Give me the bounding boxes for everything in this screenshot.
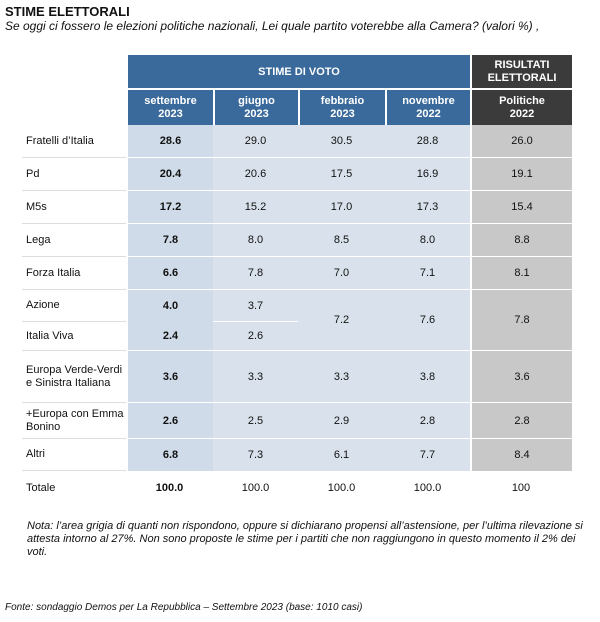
merged-result-cell: 7.8 (470, 290, 572, 351)
result-cell: 3.6 (470, 351, 572, 403)
value-cell: 3.3 (213, 351, 298, 403)
value-cell: 3.6 (126, 351, 213, 403)
value-cell: 29.0 (213, 125, 298, 158)
result-cell: 8.8 (470, 224, 572, 257)
value-cell: 6.6 (126, 257, 213, 290)
value-cell: 7.1 (385, 257, 470, 290)
total-cell: 100 (470, 471, 572, 505)
party-label: M5s (22, 191, 126, 224)
result-cell: 26.0 (470, 125, 572, 158)
total-row: Totale 100.0 100.0 100.0 100.0 100 (22, 471, 572, 505)
table-row: Pd 20.4 20.6 17.5 16.9 19.1 (22, 158, 572, 191)
footnote: Nota: l’area grigia di quanti non rispon… (27, 520, 583, 558)
result-cell: 8.1 (470, 257, 572, 290)
value-cell: 17.2 (126, 191, 213, 224)
table-row: Italia Viva 2.4 2.6 (22, 322, 572, 351)
party-label: Europa Verde-Verdi e Sinistra Italiana (22, 351, 126, 403)
header-risultati-line1: RISULTATI (494, 58, 550, 71)
total-cell: 100.0 (213, 471, 298, 505)
value-cell: 16.9 (385, 158, 470, 191)
value-cell: 6.8 (126, 439, 213, 471)
value-cell: 7.8 (126, 224, 213, 257)
result-cell: 19.1 (470, 158, 572, 191)
table-row: Altri 6.8 7.3 6.1 7.7 8.4 (22, 439, 572, 471)
subheader-blank (22, 88, 126, 125)
value-cell: 8.0 (213, 224, 298, 257)
value-cell: 8.0 (385, 224, 470, 257)
page-title: STIME ELETTORALI (5, 4, 130, 19)
result-cell: 15.4 (470, 191, 572, 224)
total-cell: 100.0 (385, 471, 470, 505)
table-row: Forza Italia 6.6 7.8 7.0 7.1 8.1 (22, 257, 572, 290)
header-blank (22, 55, 126, 88)
value-cell: 28.6 (126, 125, 213, 158)
value-cell: 17.0 (298, 191, 385, 224)
col-header-febbraio-2023: febbraio 2023 (298, 88, 385, 125)
header-risultati-line2: ELETTORALI (487, 71, 557, 84)
party-label: Fratelli d’Italia (22, 125, 126, 158)
merged-value-cell: 7.2 (298, 290, 385, 351)
party-label: Pd (22, 158, 126, 191)
value-cell: 28.8 (385, 125, 470, 158)
table-row: Azione 4.0 3.7 7.2 7.6 7.8 (22, 290, 572, 351)
party-label: Forza Italia (22, 257, 126, 290)
header-risultati-elettorali: RISULTATI ELETTORALI (470, 55, 572, 88)
result-cell: 8.4 (470, 439, 572, 471)
party-label: Altri (22, 439, 126, 471)
party-label: Azione (22, 290, 126, 322)
value-cell: 17.3 (385, 191, 470, 224)
value-cell: 17.5 (298, 158, 385, 191)
value-cell: 2.4 (126, 322, 213, 351)
value-cell: 4.0 (126, 290, 213, 322)
value-cell: 8.5 (298, 224, 385, 257)
col-header-settembre-2023: settembre 2023 (126, 88, 213, 125)
total-cell: 100.0 (298, 471, 385, 505)
table-row: Lega 7.8 8.0 8.5 8.0 8.8 (22, 224, 572, 257)
value-cell: 20.6 (213, 158, 298, 191)
party-label: Lega (22, 224, 126, 257)
value-cell: 2.5 (213, 403, 298, 439)
col-header-giugno-2023: giugno 2023 (213, 88, 298, 125)
value-cell: 2.6 (126, 403, 213, 439)
value-cell: 20.4 (126, 158, 213, 191)
table-row: +Europa con Emma Bonino 2.6 2.5 2.9 2.8 … (22, 403, 572, 439)
electoral-estimates-table: STIME DI VOTO RISULTATI ELETTORALI sette… (22, 55, 572, 505)
merged-value-cell: 7.6 (385, 290, 470, 351)
table-row: Europa Verde-Verdi e Sinistra Italiana 3… (22, 351, 572, 403)
value-cell: 7.3 (213, 439, 298, 471)
header-stime-di-voto: STIME DI VOTO (126, 55, 470, 88)
value-cell: 2.9 (298, 403, 385, 439)
col-header-novembre-2022: novembre 2022 (385, 88, 470, 125)
value-cell: 3.3 (298, 351, 385, 403)
table-row: M5s 17.2 15.2 17.0 17.3 15.4 (22, 191, 572, 224)
col-header-politiche-2022: Politiche 2022 (470, 88, 572, 125)
table-row: Fratelli d’Italia 28.6 29.0 30.5 28.8 26… (22, 125, 572, 158)
value-cell: 3.8 (385, 351, 470, 403)
value-cell: 30.5 (298, 125, 385, 158)
value-cell: 2.6 (213, 322, 298, 351)
value-cell: 7.8 (213, 257, 298, 290)
value-cell: 7.0 (298, 257, 385, 290)
party-label: Italia Viva (22, 322, 126, 351)
value-cell: 7.7 (385, 439, 470, 471)
value-cell: 2.8 (385, 403, 470, 439)
party-label: +Europa con Emma Bonino (22, 403, 126, 439)
source-line: Fonte: sondaggio Demos per La Repubblica… (5, 602, 363, 613)
value-cell: 6.1 (298, 439, 385, 471)
total-label: Totale (22, 471, 126, 505)
total-cell: 100.0 (126, 471, 213, 505)
survey-question: Se oggi ci fossero le elezioni politiche… (5, 19, 540, 33)
result-cell: 2.8 (470, 403, 572, 439)
value-cell: 15.2 (213, 191, 298, 224)
value-cell: 3.7 (213, 290, 298, 322)
